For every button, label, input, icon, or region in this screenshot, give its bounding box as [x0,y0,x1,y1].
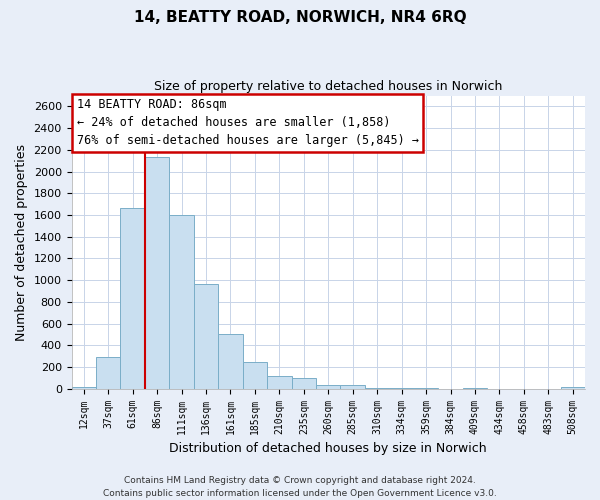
Bar [340,386,365,388]
Bar [169,215,194,388]
Bar [292,378,316,388]
Bar [121,208,145,388]
Bar [267,376,292,388]
Bar [96,357,121,388]
Bar [218,334,242,388]
Title: Size of property relative to detached houses in Norwich: Size of property relative to detached ho… [154,80,502,93]
Bar [242,362,267,388]
Bar [560,387,585,388]
Text: 14, BEATTY ROAD, NORWICH, NR4 6RQ: 14, BEATTY ROAD, NORWICH, NR4 6RQ [134,10,466,25]
Text: 14 BEATTY ROAD: 86sqm
← 24% of detached houses are smaller (1,858)
76% of semi-d: 14 BEATTY ROAD: 86sqm ← 24% of detached … [77,98,419,148]
Bar [194,284,218,389]
X-axis label: Distribution of detached houses by size in Norwich: Distribution of detached houses by size … [169,442,487,455]
Text: Contains HM Land Registry data © Crown copyright and database right 2024.
Contai: Contains HM Land Registry data © Crown c… [103,476,497,498]
Bar [316,386,340,388]
Bar [145,158,169,388]
Y-axis label: Number of detached properties: Number of detached properties [15,144,28,340]
Bar [71,386,96,388]
